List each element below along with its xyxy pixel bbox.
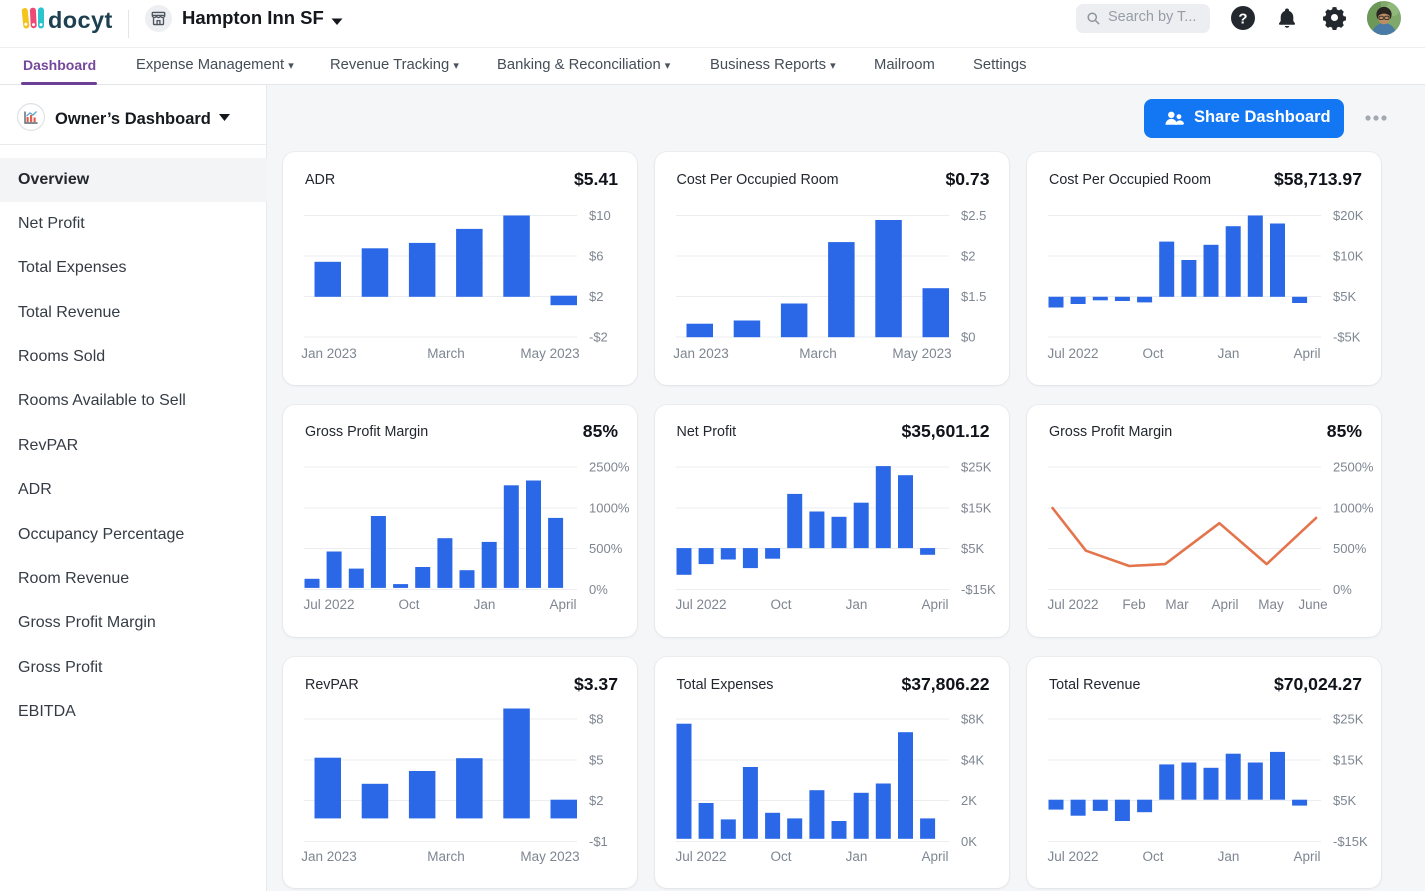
- svg-text:-$2: -$2: [589, 330, 608, 345]
- svg-text:$8: $8: [589, 712, 603, 727]
- svg-text:Oct: Oct: [1142, 346, 1163, 361]
- svg-text:March: March: [799, 346, 837, 361]
- svg-text:$25K: $25K: [961, 459, 992, 474]
- svg-text:$15K: $15K: [961, 500, 992, 515]
- svg-text:$0: $0: [961, 330, 975, 345]
- svg-text:May: May: [1258, 597, 1284, 612]
- svg-text:$2: $2: [589, 793, 603, 808]
- svg-text:-$1: -$1: [589, 834, 608, 849]
- svg-text:$5K: $5K: [961, 541, 984, 556]
- svg-text:April: April: [549, 597, 576, 612]
- svg-text:Jul 2022: Jul 2022: [675, 849, 726, 864]
- svg-text:$5K: $5K: [1333, 793, 1356, 808]
- svg-text:$5K: $5K: [1333, 289, 1356, 304]
- svg-text:April: April: [1293, 849, 1320, 864]
- svg-text:Jul 2022: Jul 2022: [1047, 597, 1098, 612]
- svg-text:?: ?: [1238, 11, 1247, 28]
- svg-text:-$5K: -$5K: [1333, 330, 1361, 345]
- svg-text:April: April: [1211, 597, 1238, 612]
- svg-text:Jan: Jan: [474, 597, 496, 612]
- svg-text:Jan: Jan: [1218, 346, 1240, 361]
- svg-text:April: April: [921, 849, 948, 864]
- svg-text:Jul 2022: Jul 2022: [1047, 346, 1098, 361]
- svg-text:March: March: [427, 849, 465, 864]
- svg-text:April: April: [1293, 346, 1320, 361]
- svg-text:May 2023: May 2023: [520, 346, 579, 361]
- svg-text:2500%: 2500%: [1333, 459, 1374, 474]
- svg-text:-$15K: -$15K: [1333, 834, 1368, 849]
- svg-text:$15K: $15K: [1333, 753, 1364, 768]
- svg-text:Jan 2023: Jan 2023: [301, 849, 357, 864]
- svg-text:-$15K: -$15K: [961, 582, 996, 597]
- svg-text:Jan 2023: Jan 2023: [301, 346, 357, 361]
- svg-text:Jul 2022: Jul 2022: [303, 597, 354, 612]
- svg-text:$5: $5: [589, 753, 603, 768]
- svg-text:March: March: [427, 346, 465, 361]
- svg-text:Jul 2022: Jul 2022: [675, 597, 726, 612]
- svg-text:Mar: Mar: [1165, 597, 1189, 612]
- svg-text:500%: 500%: [589, 541, 623, 556]
- svg-text:June: June: [1298, 597, 1327, 612]
- svg-text:May 2023: May 2023: [892, 346, 951, 361]
- svg-text:$1.5: $1.5: [961, 289, 986, 304]
- svg-text:Oct: Oct: [770, 849, 791, 864]
- svg-text:Oct: Oct: [1142, 849, 1163, 864]
- svg-text:Oct: Oct: [770, 597, 791, 612]
- svg-text:Jan: Jan: [845, 849, 867, 864]
- svg-text:2500%: 2500%: [589, 459, 630, 474]
- svg-text:Oct: Oct: [398, 597, 419, 612]
- svg-text:$8K: $8K: [961, 712, 984, 727]
- svg-text:0%: 0%: [589, 582, 608, 597]
- svg-text:April: April: [921, 597, 948, 612]
- svg-text:Jan 2023: Jan 2023: [673, 346, 729, 361]
- svg-text:$20K: $20K: [1333, 208, 1364, 223]
- svg-text:May 2023: May 2023: [520, 849, 579, 864]
- svg-text:$25K: $25K: [1333, 712, 1364, 727]
- svg-text:$2.5: $2.5: [961, 208, 986, 223]
- svg-text:Jan: Jan: [1218, 849, 1240, 864]
- svg-text:$6: $6: [589, 249, 603, 264]
- svg-text:2K: 2K: [961, 793, 977, 808]
- svg-text:1000%: 1000%: [1333, 500, 1374, 515]
- svg-text:500%: 500%: [1333, 541, 1367, 556]
- svg-text:$4K: $4K: [961, 753, 984, 768]
- svg-text:$2: $2: [589, 289, 603, 304]
- svg-text:Jan: Jan: [845, 597, 867, 612]
- svg-text:$10K: $10K: [1333, 249, 1364, 264]
- svg-text:docyt: docyt: [48, 7, 113, 33]
- svg-text:0K: 0K: [961, 834, 977, 849]
- svg-text:$2: $2: [961, 249, 975, 264]
- svg-text:$10: $10: [589, 208, 611, 223]
- svg-text:0%: 0%: [1333, 582, 1352, 597]
- svg-text:Feb: Feb: [1122, 597, 1145, 612]
- svg-text:Jul 2022: Jul 2022: [1047, 849, 1098, 864]
- svg-text:1000%: 1000%: [589, 500, 630, 515]
